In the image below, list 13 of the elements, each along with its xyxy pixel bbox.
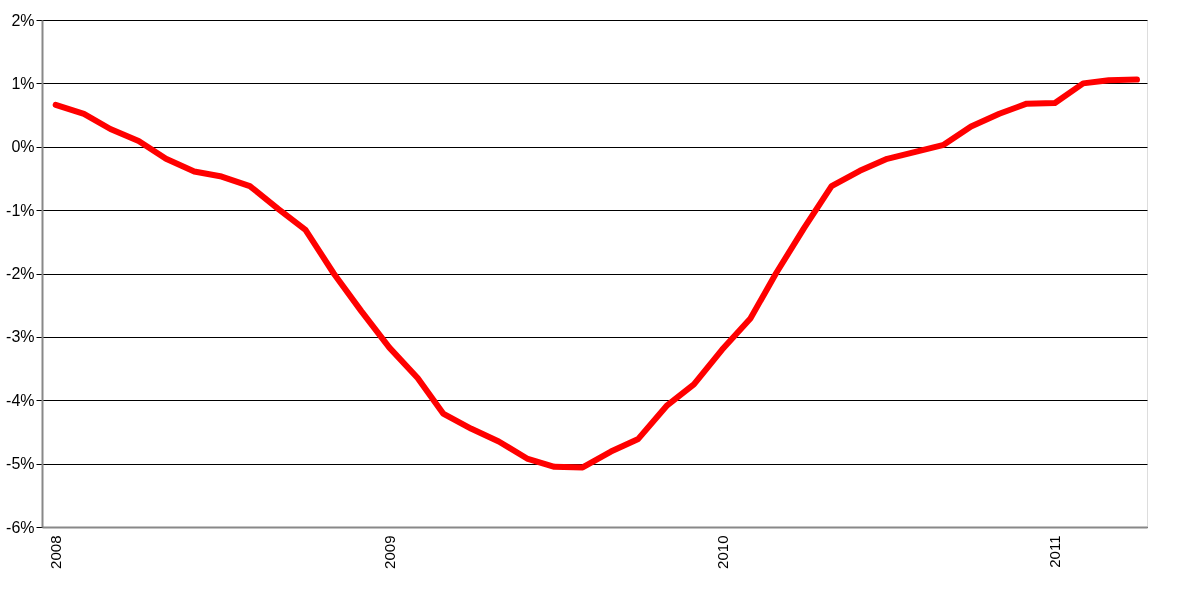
x-tick-label: 2009 [380,535,398,569]
y-tick-label: 1% [11,74,35,92]
y-tick-label: -5% [6,455,35,473]
x-tick-label: 2010 [713,535,731,569]
x-tick-label: 2011 [1046,535,1064,568]
x-tick-label: 2008 [47,535,65,569]
y-tick-label: -1% [6,201,35,219]
y-tick-label: 2% [11,11,35,29]
y-tick-label: -3% [6,328,35,346]
y-tick-label: 0% [11,138,35,156]
y-tick-label: -4% [6,391,35,409]
y-tick-label: -2% [6,265,35,282]
y-tick-label: -6% [6,518,35,536]
